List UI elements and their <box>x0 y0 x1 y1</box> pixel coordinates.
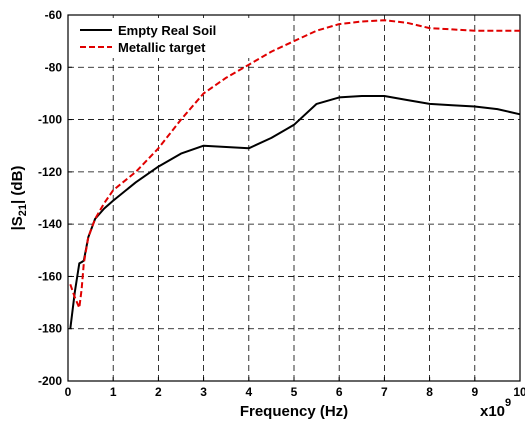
legend-background <box>73 18 253 58</box>
y-tick-label: -120 <box>38 165 62 179</box>
x-tick-label: 0 <box>65 385 72 399</box>
x-axis-title: Frequency (Hz) <box>240 403 348 420</box>
x-tick-label: 7 <box>381 385 388 399</box>
y-axis-ticks: -200 -180 -160 -140 -120 -100 -80 -60 <box>38 8 72 388</box>
x-tick-label: 3 <box>200 385 207 399</box>
y-tick-label: -80 <box>45 60 63 74</box>
legend-label-metallic-target: Metallic target <box>118 40 206 55</box>
x-tick-label: 9 <box>471 385 478 399</box>
x-tick-label: 5 <box>291 385 298 399</box>
y-tick-label: -160 <box>38 269 62 283</box>
y-axis-title-subscript: 21 <box>17 204 29 216</box>
y-tick-label: -60 <box>45 8 63 22</box>
y-axis-title-prefix: |S <box>9 216 26 230</box>
grid <box>68 15 520 381</box>
x-tick-label: 8 <box>426 385 433 399</box>
legend-label-empty-real-soil: Empty Real Soil <box>118 23 216 38</box>
x-axis-multiplier: x109 <box>480 397 511 420</box>
x-axis-multiplier-exponent: 9 <box>505 397 511 409</box>
series-layer <box>69 19 521 329</box>
x-tick-label: 2 <box>155 385 162 399</box>
y-axis-title: |S21| (dB) <box>9 166 29 231</box>
x-tick-label: 6 <box>336 385 343 399</box>
legend: Empty Real Soil Metallic target <box>73 18 253 58</box>
y-tick-label: -200 <box>38 374 62 388</box>
y-tick-label: -180 <box>38 322 62 336</box>
x-tick-label: 1 <box>110 385 117 399</box>
y-tick-label: -100 <box>38 113 62 127</box>
x-axis-ticks: 0 1 2 3 4 5 6 7 8 9 10 <box>65 377 525 399</box>
series-line-empty-real-soil <box>69 95 521 329</box>
x-tick-label: 10 <box>513 385 525 399</box>
x-axis-multiplier-base: x10 <box>480 403 505 420</box>
x-tick-label: 4 <box>245 385 252 399</box>
series-line-metallic-target <box>69 19 520 309</box>
y-tick-label: -140 <box>38 217 62 231</box>
y-axis-title-suffix: | (dB) <box>9 166 26 204</box>
